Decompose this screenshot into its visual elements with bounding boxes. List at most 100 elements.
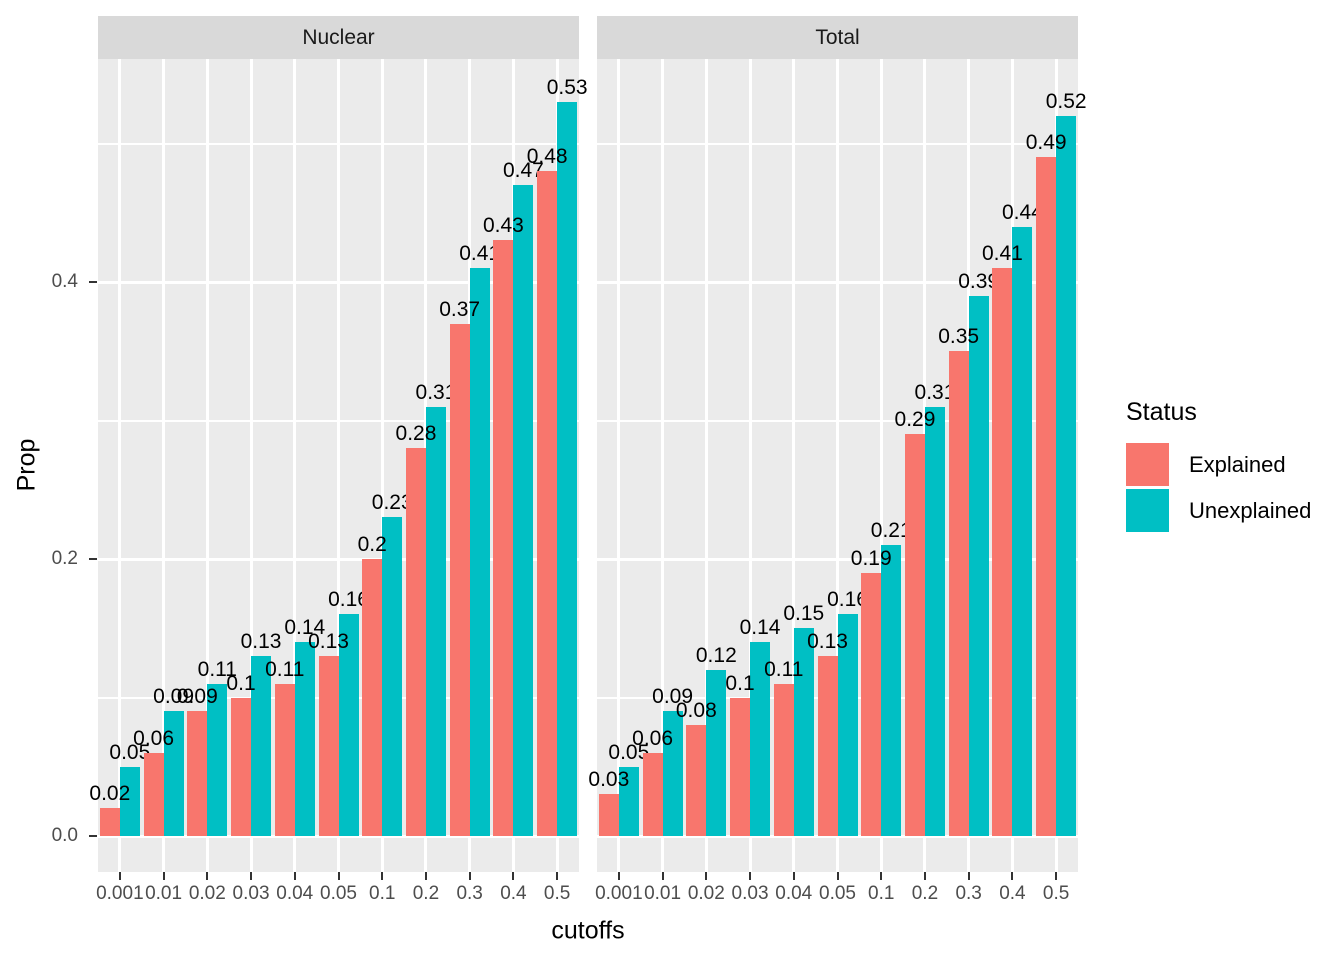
bar-explained <box>318 655 339 836</box>
bar-explained <box>493 240 514 836</box>
legend-swatch-explained <box>1126 443 1169 486</box>
bar-explained <box>537 171 558 836</box>
bar-value-label: 0.39 <box>958 269 1000 293</box>
bar-unexplained <box>793 628 814 836</box>
bar-value-label: 0.06 <box>133 726 175 750</box>
x-tick-label: 0.2 <box>412 883 440 904</box>
gridline-vertical <box>879 59 883 872</box>
bar-unexplained <box>513 185 534 836</box>
bar-value-label: 0.05 <box>608 740 650 764</box>
x-tick-label: 0.03 <box>731 883 769 904</box>
bar-unexplained <box>119 766 140 836</box>
bar-unexplained <box>1012 226 1033 836</box>
y-tick-label: 0.0 <box>51 825 78 846</box>
bar-explained <box>904 434 925 836</box>
bar-value-label: 0.13 <box>308 629 349 653</box>
gridline-vertical <box>836 59 839 872</box>
gridline-vertical <box>337 59 340 872</box>
bar-explained <box>143 752 164 836</box>
x-tick-label: 0.001 <box>96 883 144 904</box>
x-tick-mark <box>512 872 515 880</box>
x-tick-mark <box>836 872 839 880</box>
x-tick-label: 0.02 <box>188 883 226 904</box>
bar-value-label: 0.52 <box>1045 89 1087 113</box>
facet-panel: 0.02 0.05 0.06 0.09 0.09 0.11 0.1 0.13 0.11 0.14 0… <box>89 59 588 872</box>
x-tick-mark <box>424 872 427 880</box>
facet-strip: Total <box>597 16 1078 59</box>
x-tick-mark <box>923 872 926 880</box>
y-tick-mark <box>89 281 97 283</box>
facet-strip: Nuclear <box>98 16 579 59</box>
x-tick-mark <box>337 872 340 880</box>
bar-unexplained <box>881 545 902 836</box>
x-tick-mark <box>162 872 165 880</box>
gridline-vertical <box>792 59 796 872</box>
bar-explained <box>598 794 619 836</box>
x-tick-mark <box>967 872 970 880</box>
bar-value-label: 0.31 <box>415 380 457 404</box>
x-tick-label: 0.01 <box>145 883 183 904</box>
bar-value-label: 0.48 <box>526 145 568 169</box>
y-tick-mark <box>89 558 97 560</box>
bar-value-label: 0.53 <box>546 75 588 99</box>
legend-entry-label: Explained <box>1189 451 1286 477</box>
gridline-vertical <box>748 59 752 872</box>
bar-value-label: 0.35 <box>938 325 980 349</box>
bar-value-label: 0.05 <box>109 740 151 764</box>
bar-value-label: 0.2 <box>357 533 387 556</box>
x-tick-label: 0.1 <box>369 883 396 904</box>
bar-value-label: 0.41 <box>981 242 1023 266</box>
legend-entries: Explained Unexplained <box>1126 443 1311 532</box>
gridline-vertical <box>205 59 209 872</box>
bar-explained <box>817 655 838 836</box>
bar-value-label: 0.23 <box>371 491 413 515</box>
bar-value-label: 0.43 <box>482 214 524 238</box>
x-tick-mark <box>880 872 883 880</box>
bar-value-label: 0.02 <box>89 782 131 806</box>
x-tick-label: 0.01 <box>644 883 682 904</box>
bar-value-label: 0.16 <box>328 588 369 612</box>
legend-swatch-unexplained <box>1126 489 1169 532</box>
facet-panel: 0.03 0.05 0.06 0.09 0.08 0.12 0.1 0.14 0.11 0.15 0… <box>588 59 1087 872</box>
bar-value-label: 0.1 <box>226 671 256 695</box>
y-tick-mark <box>89 835 97 837</box>
bar-unexplained <box>968 295 989 836</box>
bar-value-label: 0.15 <box>783 602 825 626</box>
legend-entry: Unexplained <box>1126 489 1311 532</box>
bar-value-label: 0.09 <box>153 685 195 709</box>
x-tick-label: 0.02 <box>687 883 725 904</box>
bar-unexplained <box>618 766 639 836</box>
bar-value-label: 0.29 <box>894 408 936 432</box>
x-tick-label: 0.5 <box>1042 883 1070 904</box>
bar-unexplained <box>1056 115 1077 836</box>
bar-unexplained <box>338 614 359 836</box>
x-tick-mark <box>381 872 384 880</box>
bar-value-label: 0.11 <box>265 657 305 681</box>
bar-value-label: 0.13 <box>240 629 282 653</box>
bar-explained <box>773 683 794 836</box>
bar-explained <box>948 351 969 836</box>
x-tick-label: 0.5 <box>543 883 571 904</box>
x-tick-mark <box>293 872 296 880</box>
x-tick-mark <box>118 872 121 880</box>
x-tick-mark <box>792 872 795 880</box>
bar-unexplained <box>207 683 228 836</box>
bar-value-label: 0.49 <box>1025 131 1067 155</box>
gridline-vertical <box>162 59 166 872</box>
bar-value-label: 0.11 <box>197 657 237 681</box>
bar-explained <box>274 683 295 836</box>
x-tick-label: 0.05 <box>320 883 357 904</box>
bar-value-label: 0.09 <box>652 685 694 709</box>
x-tick-label: 0.04 <box>276 883 314 904</box>
x-tick-mark <box>556 872 559 880</box>
bar-unexplained <box>425 406 446 836</box>
bar-unexplained <box>251 655 272 836</box>
x-tick-mark <box>206 872 209 880</box>
bar-value-label: 0.1 <box>725 671 755 695</box>
bar-explained <box>642 752 663 836</box>
bar-value-label: 0.31 <box>914 380 956 404</box>
bar-value-label: 0.47 <box>502 159 544 183</box>
gridline-vertical <box>661 59 665 872</box>
bar-explained <box>686 725 707 836</box>
